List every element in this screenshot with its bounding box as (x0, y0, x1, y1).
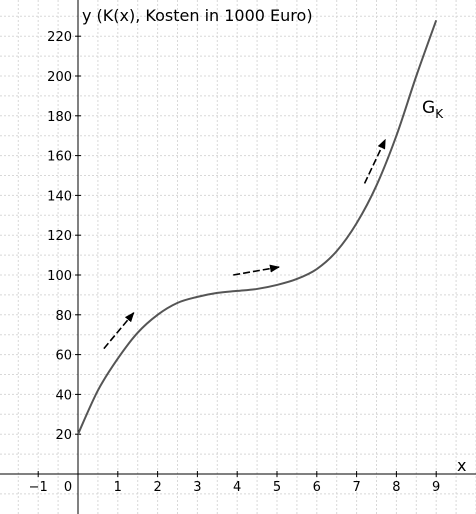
data-point (296, 278, 298, 280)
cost-curve (77, 19, 438, 435)
x-tick-label: 5 (273, 480, 281, 495)
x-tick-label: 8 (392, 480, 400, 495)
direction-arrow (103, 312, 135, 350)
data-point (236, 290, 238, 292)
y-tick-label: 100 (47, 269, 72, 284)
data-point (216, 292, 218, 294)
x-tick-label: −1 (29, 480, 48, 495)
data-point (77, 433, 79, 435)
x-tick-label: 6 (313, 480, 321, 495)
y-tick-label: 80 (55, 309, 72, 324)
direction-arrow (233, 264, 280, 276)
y-tick-label: 200 (47, 70, 72, 85)
data-point (356, 222, 358, 224)
y-tick-label: 40 (55, 388, 72, 403)
x-tick-label: 3 (193, 480, 201, 495)
labels: y (K(x), Kosten in 1000 Euro) x GK (82, 6, 466, 475)
x-tick-label: 1 (114, 480, 122, 495)
y-axis-title: y (K(x), Kosten in 1000 Euro) (82, 6, 313, 25)
y-tick-label: 220 (47, 30, 72, 45)
data-point (336, 250, 338, 252)
direction-arrow (363, 138, 386, 184)
data-point (395, 135, 397, 137)
y-tick-label: 120 (47, 229, 72, 244)
x-axis-title: x (457, 456, 466, 475)
y-tick-label: 140 (47, 189, 72, 204)
data-point (376, 184, 378, 186)
x-tick-label: 9 (432, 480, 440, 495)
data-point (177, 302, 179, 304)
y-tick-label: 160 (47, 150, 72, 165)
data-point (256, 288, 258, 290)
curve-label-sub: K (435, 107, 444, 121)
data-point (196, 296, 198, 298)
direction-arrows (103, 138, 386, 350)
y-tick-label: 60 (55, 349, 72, 364)
y-tick-label: 20 (55, 428, 72, 443)
y-tick-label: 180 (47, 110, 72, 125)
tick-labels: −1 0 1 2 3 4 5 6 7 8 9 20 40 60 80 100 120 140 160 180 200 22… (29, 30, 441, 495)
data-point (157, 314, 159, 316)
series (77, 19, 438, 435)
data-point (137, 332, 139, 334)
curve-label: GK (422, 98, 444, 121)
x-tick-label: 7 (352, 480, 360, 495)
curve-label-main: G (422, 98, 435, 118)
data-point (276, 284, 278, 286)
data-point (97, 389, 99, 391)
data-point (435, 19, 437, 21)
x-tick-label: 2 (153, 480, 161, 495)
x-tick-label: 0 (64, 480, 72, 495)
data-point (117, 358, 119, 360)
x-tick-label: 4 (233, 480, 241, 495)
data-point (415, 75, 417, 77)
data-point (316, 268, 318, 270)
